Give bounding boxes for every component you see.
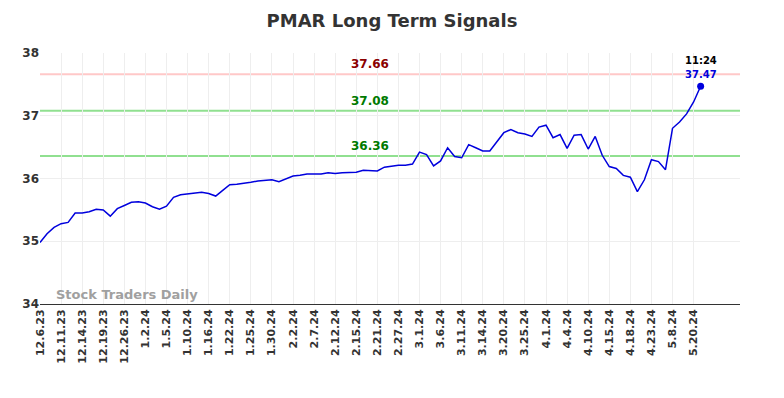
- svg-text:1.25.24: 1.25.24: [244, 309, 257, 356]
- svg-text:1.10.24: 1.10.24: [181, 309, 194, 356]
- svg-text:37.47: 37.47: [685, 69, 717, 80]
- svg-text:2.21.24: 2.21.24: [371, 309, 384, 356]
- svg-text:4.4.24: 4.4.24: [561, 309, 574, 348]
- svg-text:Stock Traders Daily: Stock Traders Daily: [56, 287, 198, 302]
- svg-text:12.19.23: 12.19.23: [97, 309, 110, 363]
- svg-text:2.12.24: 2.12.24: [329, 309, 342, 356]
- svg-text:2.15.24: 2.15.24: [350, 309, 363, 356]
- svg-text:3.14.24: 3.14.24: [476, 309, 489, 356]
- svg-text:4.18.24: 4.18.24: [624, 309, 637, 356]
- svg-text:3.6.24: 3.6.24: [434, 309, 447, 348]
- svg-text:12.14.23: 12.14.23: [76, 309, 89, 363]
- svg-text:34: 34: [22, 297, 39, 311]
- svg-text:37.66: 37.66: [351, 57, 389, 71]
- svg-text:3.25.24: 3.25.24: [519, 309, 532, 356]
- svg-text:11:24: 11:24: [685, 55, 717, 66]
- svg-text:37.08: 37.08: [351, 94, 389, 108]
- svg-text:12.11.23: 12.11.23: [55, 309, 68, 363]
- svg-text:4.10.24: 4.10.24: [582, 309, 595, 356]
- svg-text:35: 35: [22, 234, 39, 248]
- svg-text:2.2.24: 2.2.24: [287, 309, 300, 348]
- svg-text:36.36: 36.36: [351, 139, 389, 153]
- svg-text:2.7.24: 2.7.24: [308, 309, 321, 348]
- svg-text:4.1.24: 4.1.24: [540, 309, 553, 348]
- svg-text:1.22.24: 1.22.24: [223, 309, 236, 356]
- svg-text:4.23.24: 4.23.24: [645, 309, 658, 356]
- svg-text:3.11.24: 3.11.24: [455, 309, 468, 356]
- svg-text:12.26.23: 12.26.23: [118, 309, 131, 363]
- svg-text:1.16.24: 1.16.24: [202, 309, 215, 356]
- svg-text:4.15.24: 4.15.24: [603, 309, 616, 356]
- svg-text:3.1.24: 3.1.24: [413, 309, 426, 348]
- svg-text:3.20.24: 3.20.24: [497, 309, 510, 356]
- svg-text:1.30.24: 1.30.24: [265, 309, 278, 356]
- svg-text:38: 38: [22, 46, 39, 60]
- svg-text:PMAR Long Term Signals: PMAR Long Term Signals: [267, 10, 518, 31]
- svg-text:37: 37: [22, 109, 39, 123]
- svg-text:1.2.24: 1.2.24: [139, 309, 152, 348]
- svg-text:5.20.24: 5.20.24: [687, 309, 700, 356]
- svg-text:2.27.24: 2.27.24: [392, 309, 405, 356]
- svg-text:12.6.23: 12.6.23: [34, 309, 47, 356]
- svg-text:5.8.24: 5.8.24: [666, 309, 679, 348]
- svg-text:36: 36: [22, 172, 39, 186]
- svg-text:1.5.24: 1.5.24: [160, 309, 173, 348]
